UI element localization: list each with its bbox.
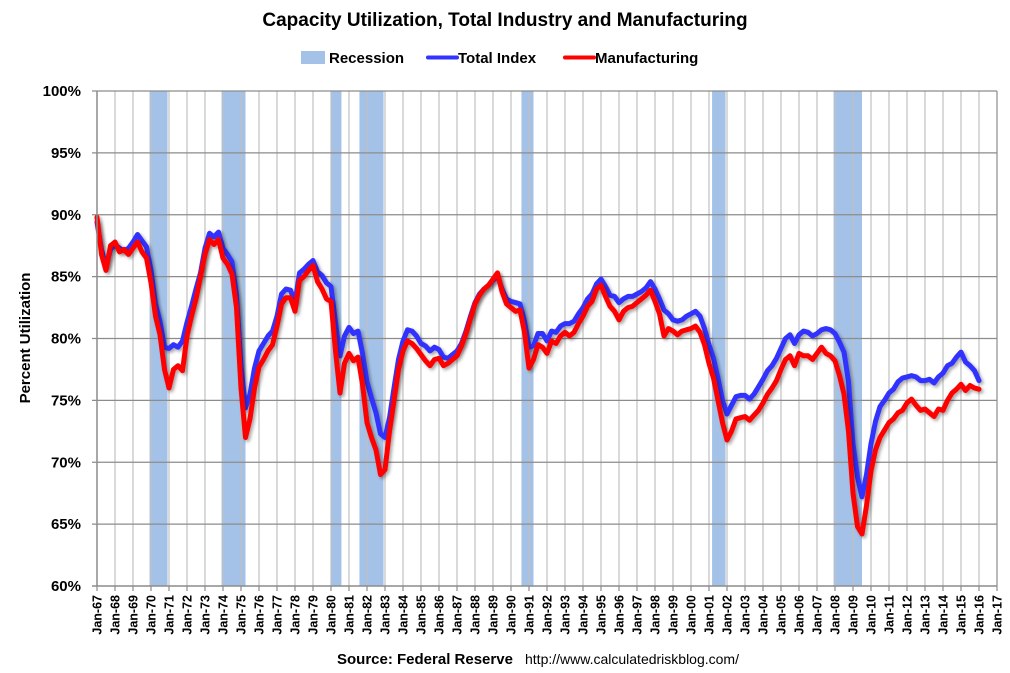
y-tick-label: 90% [51,207,81,224]
y-tick-label: 65% [51,516,81,533]
y-tick-labels: 100% 95% 90% 85% 80% 75% 70% 65% 60% [43,83,81,595]
y-tick-label: 85% [51,269,81,286]
y-tick-label: 60% [51,578,81,595]
x-tick-label: Jan-05 [775,595,789,635]
x-tick-label: Jan-86 [433,595,447,635]
x-tick-label: Jan-06 [793,595,807,635]
x-tick-label: Jan-01 [703,595,717,635]
x-tick-label: Jan-90 [505,595,519,635]
x-tick-label: Jan-94 [577,595,591,635]
legend-label-manufacturing: Manufacturing [595,50,698,67]
x-tick-label: Jan-72 [181,595,195,635]
x-tick-label: Jan-79 [307,595,321,635]
y-tick-label: 95% [51,145,81,162]
x-tick-label: Jan-81 [343,595,357,635]
x-tick-label: Jan-84 [397,595,411,635]
x-tick-label: Jan-97 [631,595,645,635]
x-tick-label: Jan-74 [217,595,231,635]
x-tick-label: Jan-67 [91,595,105,635]
x-tick-label: Jan-95 [595,595,609,635]
x-tick-label: Jan-13 [919,595,933,635]
x-tick-label: Jan-04 [757,595,771,635]
x-tick-label: Jan-10 [865,595,879,635]
x-tick-label: Jan-02 [721,595,735,635]
x-tick-label: Jan-68 [109,595,123,635]
legend: Recession Total Index Manufacturing [301,50,698,67]
x-tick-label: Jan-71 [163,595,177,635]
x-tick-label: Jan-07 [811,595,825,635]
x-tick-label: Jan-11 [883,595,897,634]
legend-swatch-recession [301,51,325,64]
series-lines [94,214,982,537]
axes [92,91,998,591]
x-tick-label: Jan-91 [523,595,537,635]
x-tick-label: Jan-16 [973,595,987,635]
y-tick-label: 75% [51,392,81,409]
x-tick-label: Jan-88 [469,595,483,635]
x-tick-label: Jan-89 [487,595,501,635]
legend-label-recession: Recession [329,50,404,67]
x-tick-label: Jan-98 [649,595,663,635]
x-tick-label: Jan-09 [847,595,861,635]
y-axis-label: Percent Utilization [17,273,34,404]
x-tick-label: Jan-82 [361,595,375,635]
x-tick-label: Jan-73 [199,595,213,635]
x-tick-label: Jan-92 [541,595,555,635]
x-tick-label: Jan-75 [235,595,249,635]
x-tick-label: Jan-78 [289,595,303,635]
x-tick-label: Jan-08 [829,595,843,635]
x-tick-label: Jan-15 [955,595,969,635]
series-line-manufacturing [94,214,982,537]
x-tick-label: Jan-76 [253,595,267,635]
x-tick-label: Jan-93 [559,595,573,635]
y-tick-label: 70% [51,454,81,471]
x-tick-label: Jan-77 [271,595,285,635]
chart-title: Capacity Utilization, Total Industry and… [262,10,747,31]
x-tick-label: Jan-80 [325,595,339,635]
y-tick-label: 100% [43,83,81,100]
x-tick-label: Jan-87 [451,595,465,635]
x-tick-label: Jan-17 [991,595,1005,635]
x-tick-label: Jan-00 [685,595,699,635]
x-tick-labels: Jan-67 Jan-68 Jan-69 Jan-70 Jan-71 Jan-72 Jan-… [91,595,1005,635]
x-tick-label: Jan-69 [127,595,141,635]
x-tick-label: Jan-14 [937,595,951,635]
source-label: Source: Federal Reserve [337,651,513,668]
source-url: http://www.calculatedriskblog.com/ [525,651,739,667]
y-tick-label: 80% [51,331,81,348]
x-tick-label: Jan-03 [739,595,753,635]
x-tick-label: Jan-99 [667,595,681,635]
legend-label-total-index: Total Index [458,50,537,67]
x-tick-label: Jan-70 [145,595,159,635]
x-tick-label: Jan-12 [901,595,915,635]
x-tick-label: Jan-85 [415,595,429,635]
x-tick-label: Jan-83 [379,595,393,635]
x-tick-label: Jan-96 [613,595,627,635]
